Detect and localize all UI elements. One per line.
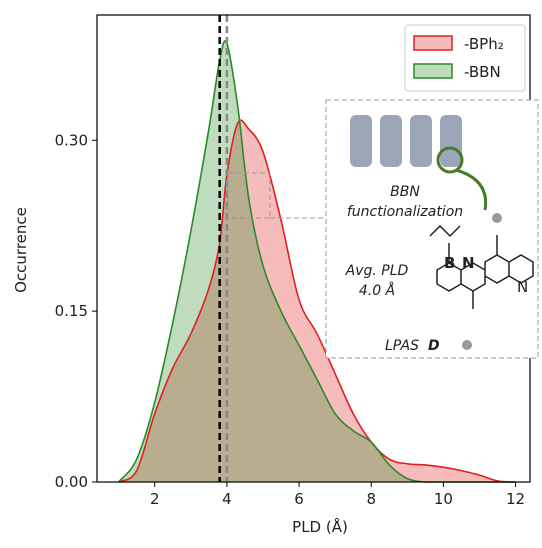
metal-node	[492, 213, 502, 223]
y-axis-label: Occurrence	[12, 207, 30, 293]
metal-node	[462, 340, 472, 350]
x-tick-label: 10	[434, 490, 453, 508]
atom-label: N	[517, 278, 528, 296]
density-area	[118, 120, 516, 482]
density-line	[118, 119, 516, 483]
framework-strip	[380, 115, 402, 167]
density-area	[118, 40, 516, 483]
inset-text: 4.0 Å	[359, 282, 395, 299]
legend-box	[404, 24, 526, 92]
x-tick-label: 6	[294, 490, 304, 508]
legend-label: -BBN	[464, 63, 501, 81]
x-tick-label: 8	[366, 490, 376, 508]
x-axis-label: PLD (Å)	[292, 517, 348, 536]
inset-text: BBN	[390, 184, 420, 200]
atom-label: N	[462, 254, 475, 272]
legend-swatch	[413, 35, 453, 51]
inset-text: Avg. PLD	[345, 263, 409, 279]
framework-strip	[440, 115, 462, 167]
y-tick-label: 0.30	[55, 131, 88, 149]
inset-text: LPAS	[385, 338, 419, 354]
x-tick-label: 4	[222, 490, 232, 508]
x-tick-label: 12	[506, 490, 525, 508]
atom-label: B	[444, 254, 455, 272]
framework-strip	[350, 115, 372, 167]
inset-text: functionalization	[347, 204, 463, 220]
y-tick-label: 0.00	[55, 473, 88, 491]
highlight-ring	[436, 146, 464, 174]
arrow	[455, 168, 488, 211]
x-tick-label: 2	[150, 490, 160, 508]
legend-label: -BPh₂	[464, 35, 504, 53]
framework-strip	[410, 115, 432, 167]
molecule	[429, 224, 534, 309]
inset-text: D	[428, 338, 440, 354]
zoom-box	[227, 172, 271, 219]
y-tick-label: 0.15	[55, 302, 88, 320]
legend-swatch	[413, 63, 453, 79]
